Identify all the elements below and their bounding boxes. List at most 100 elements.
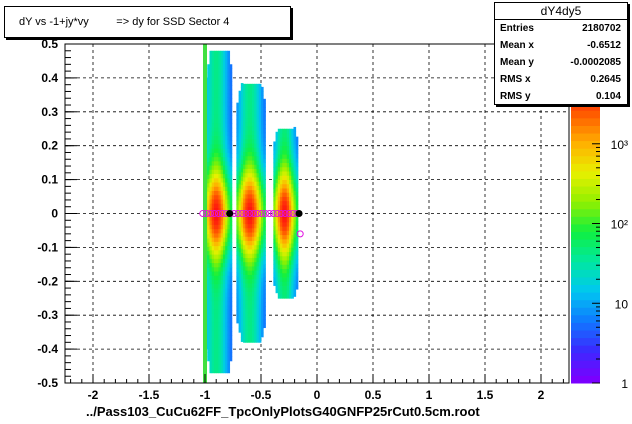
heatmap-cell bbox=[258, 329, 262, 335]
heatmap-cell bbox=[213, 334, 217, 340]
heatmap-cell bbox=[295, 217, 299, 222]
heatmap-cell bbox=[225, 258, 228, 264]
profile-marker bbox=[258, 210, 266, 217]
heatmap-cell bbox=[243, 321, 246, 326]
heatmap-cell bbox=[220, 262, 224, 268]
heatmap-cell bbox=[252, 194, 255, 199]
heatmap-cell bbox=[249, 194, 253, 199]
heatmap-cell bbox=[293, 254, 297, 259]
heatmap-cell bbox=[245, 227, 248, 233]
heatmap-cell bbox=[263, 158, 266, 163]
heatmap-cell bbox=[216, 194, 219, 200]
heatmap-cell bbox=[263, 272, 266, 278]
heatmap-cell bbox=[247, 109, 251, 114]
heatmap-cell bbox=[218, 224, 222, 230]
heatmap-cell bbox=[289, 268, 292, 274]
heatmap-cell bbox=[209, 50, 213, 56]
heatmap-cell bbox=[258, 185, 262, 191]
heatmap-cell bbox=[261, 129, 264, 134]
heatmap-cell bbox=[286, 132, 290, 138]
heatmap-cell bbox=[227, 258, 231, 264]
heatmap-cell bbox=[280, 272, 283, 278]
heatmap-cell bbox=[256, 240, 260, 246]
heatmap-cell bbox=[282, 175, 285, 180]
heatmap-cell bbox=[225, 309, 228, 314]
heatmap-cell bbox=[258, 202, 262, 208]
heatmap-cell bbox=[258, 164, 262, 169]
heatmap-cell bbox=[254, 227, 257, 233]
heatmap-cell bbox=[240, 333, 244, 338]
heatmap-cell bbox=[227, 228, 231, 234]
heatmap-cell bbox=[236, 280, 239, 286]
heatmap-cell bbox=[225, 368, 228, 374]
heatmap-cell bbox=[222, 63, 226, 69]
heatmap-cell bbox=[216, 207, 219, 213]
heatmap-cell bbox=[263, 281, 266, 286]
heatmap-cell bbox=[243, 325, 246, 331]
heatmap-cell bbox=[275, 271, 279, 277]
heatmap-cell bbox=[220, 88, 224, 94]
heatmap-cell bbox=[245, 312, 248, 318]
heatmap-cell bbox=[236, 250, 239, 256]
heatmap-cell bbox=[218, 101, 222, 107]
heatmap-cell bbox=[240, 218, 244, 224]
heatmap-cell bbox=[243, 223, 246, 229]
heatmap-cell bbox=[256, 270, 260, 275]
heatmap-cell bbox=[213, 71, 217, 77]
heatmap-cell bbox=[240, 91, 244, 97]
heatmap-cell bbox=[236, 267, 239, 273]
heatmap-cell bbox=[236, 174, 239, 180]
heatmap-cell bbox=[213, 76, 217, 81]
heatmap-cell bbox=[263, 175, 266, 180]
heatmap-cell bbox=[225, 118, 228, 124]
heatmap-cell bbox=[286, 145, 290, 151]
heatmap-cell bbox=[249, 282, 253, 288]
heatmap-cell bbox=[209, 360, 213, 365]
heatmap-cell bbox=[222, 152, 226, 158]
heatmap-cell bbox=[258, 257, 262, 263]
heatmap-cell bbox=[207, 276, 210, 281]
heatmap-cell bbox=[245, 232, 248, 237]
heatmap-cell bbox=[220, 148, 224, 153]
heatmap-cell bbox=[225, 80, 228, 86]
heatmap-cell bbox=[207, 229, 210, 235]
heatmap-cell bbox=[236, 242, 239, 248]
heatmap-cell bbox=[258, 278, 262, 284]
heatmap-cell bbox=[236, 140, 239, 146]
heatmap-cell bbox=[256, 160, 260, 165]
heatmap-cell bbox=[222, 258, 226, 264]
heatmap-cell bbox=[282, 251, 285, 257]
heatmap-cell bbox=[222, 203, 226, 208]
heatmap-cell bbox=[263, 196, 266, 201]
palette-cell bbox=[571, 216, 600, 225]
profile-marker bbox=[277, 210, 285, 217]
heatmap-cell bbox=[227, 237, 231, 242]
heatmap-cell bbox=[238, 120, 242, 126]
heatmap-cell bbox=[227, 135, 231, 141]
heatmap-cell bbox=[261, 197, 264, 202]
heatmap-cell bbox=[245, 291, 248, 297]
heatmap-cell bbox=[293, 266, 297, 272]
heatmap-cell bbox=[218, 258, 222, 264]
heatmap-cell bbox=[247, 105, 251, 110]
heatmap-cell bbox=[229, 102, 233, 108]
heatmap-cell bbox=[240, 227, 244, 232]
heatmap-cell bbox=[245, 321, 248, 326]
heatmap-cell bbox=[213, 220, 217, 225]
heatmap-cell bbox=[256, 329, 260, 335]
heatmap-cell bbox=[286, 192, 290, 197]
heatmap-cell bbox=[291, 260, 294, 265]
heatmap-cell bbox=[286, 128, 290, 134]
heatmap-cell bbox=[282, 281, 285, 286]
heatmap-cell bbox=[252, 223, 255, 229]
heatmap-cell bbox=[243, 244, 246, 250]
heatmap-cell bbox=[249, 295, 253, 301]
heatmap-cell bbox=[227, 360, 231, 365]
heatmap-cell bbox=[291, 247, 294, 253]
heatmap-cell bbox=[293, 165, 297, 170]
heatmap-cell bbox=[275, 258, 279, 264]
heatmap-cell bbox=[207, 301, 210, 307]
heatmap-cell bbox=[209, 152, 213, 158]
heatmap-cell bbox=[263, 276, 266, 282]
heatmap-cell bbox=[229, 216, 233, 222]
